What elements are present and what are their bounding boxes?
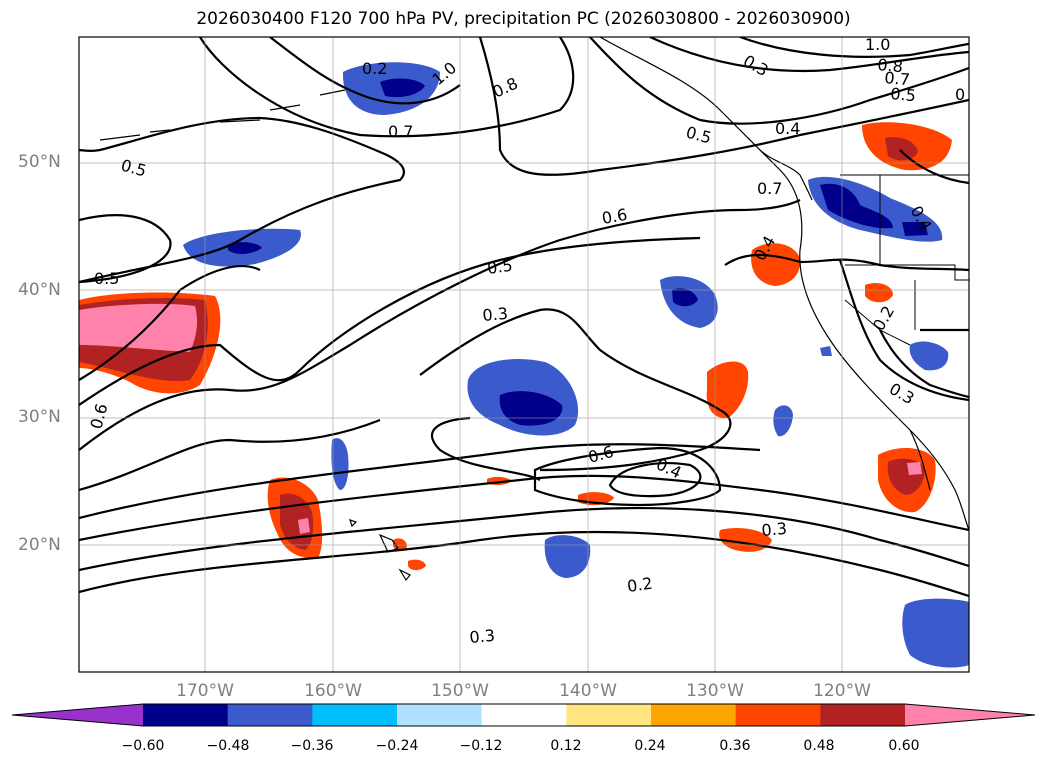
colorbar-cell [312,704,398,726]
contour-label: 0.5 [119,156,149,181]
colorbar-cell [397,704,483,726]
lon-label-160w: 160°W [304,681,362,701]
colorbar-cell [143,704,229,726]
contour-label: 0.2 [869,302,898,334]
contour-label: 0 [955,85,965,104]
contour-label: 0.7 [757,179,782,198]
colorbar-cell [481,704,567,726]
colorbar-cell [566,704,652,726]
contour-label: 0.6 [600,205,628,228]
contour-label: 0.7 [388,122,413,141]
borders [840,174,969,346]
contour-labels: 0.2 1.0 0.80.70.50.60.50.30.60.50.60.40.30… [87,35,966,647]
colorbar-tick: −0.60 [121,738,165,754]
lat-label-30n: 30°N [18,407,61,427]
colorbar-tick: 0.36 [719,738,751,754]
contour-label: 1.0 [865,35,890,54]
precip-shading [79,62,969,668]
contour-label: 0.2 [362,59,387,78]
colorbar-left-extend [12,704,143,726]
colorbar-cell [651,704,737,726]
colorbar-tick: −0.36 [290,738,334,754]
lon-label-170w: 170°W [176,681,234,701]
colorbar-cell [735,704,821,726]
colorbar [11,703,1036,727]
colorbar-tick: 0.48 [803,738,835,754]
colorbar-outline [11,703,1036,727]
lon-label-150w: 150°W [431,681,489,701]
contour-label: 0.5 [890,84,917,105]
contour-label: 0.3 [740,51,772,80]
contour-label: 0.6 [87,402,112,432]
colorbar-tick: 0.12 [550,738,582,754]
lon-label-140w: 140°W [559,681,617,701]
contour-label: 0.4 [775,119,800,138]
contour-label: 0.5 [94,269,119,288]
contour-label: 0.5 [684,123,714,148]
colorbar-cells [143,704,906,726]
contour-label: 0.3 [482,304,509,325]
colorbar-tick: 0.60 [888,738,920,754]
gridlines [79,37,969,672]
contour-label: 0.3 [469,626,496,647]
contour-label: 0.2 [626,574,654,596]
contour-label: 0.3 [761,519,788,540]
map-frame [78,36,970,673]
contour-label: 0.8 [877,55,904,76]
colorbar-cell [227,704,313,726]
colorbar-tick: −0.12 [459,738,503,754]
pv-contours [79,37,969,598]
colorbar-cell [820,704,906,726]
coastlines [99,37,969,582]
contour-label: 0.7 [884,68,911,89]
colorbar-tick: −0.24 [375,738,419,754]
map-title: 2026030400 F120 700 hPa PV, precipitatio… [196,9,851,29]
colorbar-tick: −0.48 [206,738,250,754]
colorbar-right-extend [905,704,1035,726]
colorbar-tick: 0.24 [634,738,666,754]
lat-label-40n: 40°N [18,280,61,300]
lat-label-50n: 50°N [18,152,61,172]
lat-label-20n: 20°N [18,535,61,555]
lon-label-130w: 130°W [686,681,744,701]
contour-label: 0.5 [486,256,514,278]
lon-label-120w: 120°W [813,681,871,701]
